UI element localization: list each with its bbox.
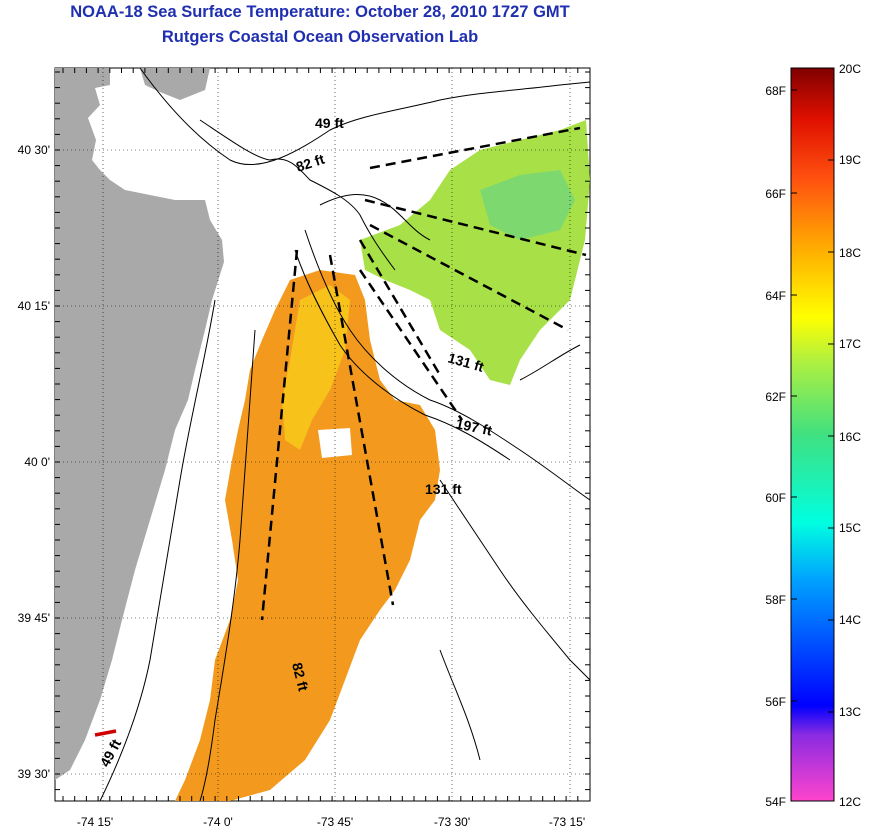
colorbar-f-label: 54F [765,795,786,809]
sst-warm-region [175,270,440,801]
colorbar-f-label: 68F [765,84,786,98]
colorbar-c-label: 19C [839,153,861,167]
sst-gap [318,428,352,458]
lat-tick-label: 40 15' [18,299,50,313]
colorbar-f-label: 58F [765,593,786,607]
colorbar-f-label: 62F [765,390,786,404]
lat-tick-label: 40 0' [24,455,50,469]
colorbar-c-label: 12C [839,795,861,809]
colorbar-f-label: 64F [765,289,786,303]
lon-tick-label: -73 30' [434,815,470,829]
land-peninsula [140,68,210,100]
isobath-contours [99,68,590,801]
station-marker [94,729,117,737]
land-mass [55,68,224,780]
transect-lines [260,126,587,621]
map-title: NOAA-18 Sea Surface Temperature: October… [70,3,570,21]
isobath-label-197ft: 197 ft [454,415,493,438]
temperature-colorbar [790,67,835,802]
lat-tick-label: 39 45' [18,611,50,625]
colorbar-c-label: 17C [839,337,861,351]
colorbar-c-label: 20C [839,62,861,76]
isobath-label-49ft-north: 49 ft [315,115,344,131]
lon-tick-label: -74 15' [77,815,113,829]
colorbar-f-label: 66F [765,187,786,201]
colorbar-c-label: 13C [839,705,861,719]
lat-tick-label: 40 30' [18,143,50,157]
colorbar-ticks [791,89,834,713]
colorbar-c-label: 16C [839,430,861,444]
colorbar-c-label: 14C [839,613,861,627]
frame-ticks [55,68,590,801]
lon-tick-label: -73 15' [549,815,585,829]
isobath-label-82ft-south: 82 ft [289,661,312,693]
colorbar-f-label: 56F [765,695,786,709]
colorbar-c-label: 18C [839,246,861,260]
sst-cool-highlight [480,170,575,240]
sst-gap-2 [378,300,440,370]
lat-tick-label: 39 30' [18,767,50,781]
lon-tick-label: -74 0' [203,815,233,829]
colorbar-c-label: 15C [839,521,861,535]
isobath-label-131ft-south: 131 ft [425,481,462,497]
map-subtitle: Rutgers Coastal Ocean Observation Lab [161,28,479,46]
sst-mid-region [282,285,350,450]
colorbar-f-label: 60F [765,491,786,505]
lon-tick-label: -73 45' [317,815,353,829]
